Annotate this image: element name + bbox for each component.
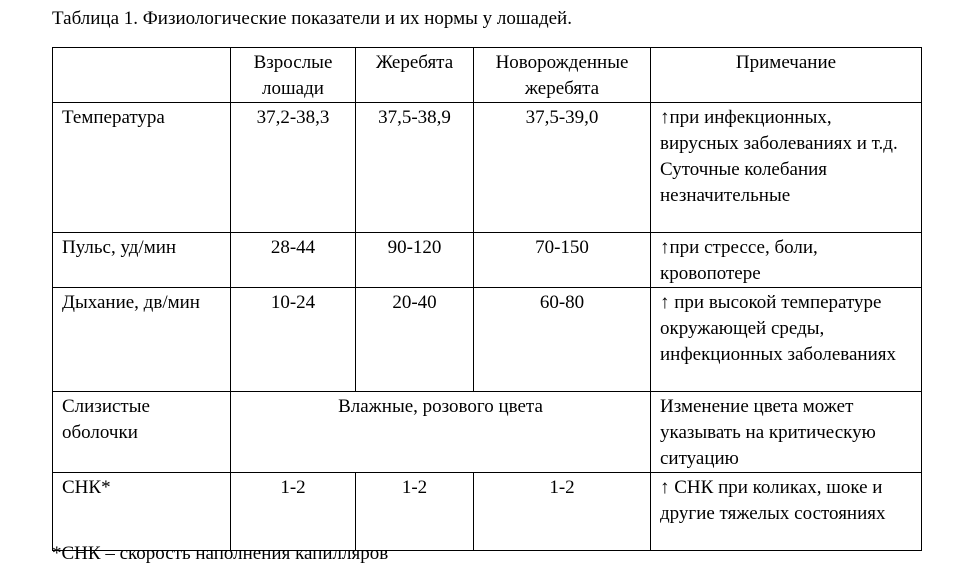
value-cell: 37,2-38,3: [230, 102, 356, 233]
table-title: Таблица 1. Физиологические показатели и …: [52, 8, 572, 29]
header-row: Взрослые лошади Жеребята Новорожденные жер…: [52, 47, 922, 103]
note-text: ↑ СНК при коликах, шоке и другие тяжелых…: [660, 477, 886, 524]
value-cell: 70-150: [473, 232, 651, 288]
table-row: Пульс, уд/мин 28-44 90-120 70-150 ↑при стрес…: [52, 232, 922, 288]
footnote: *СНК – скорость наполнения капилляров: [52, 543, 389, 564]
table: Взрослые лошади Жеребята Новорожденные жер…: [52, 47, 922, 551]
value-cell: 1-2: [473, 472, 651, 551]
note-cell: ↑при инфекционных, вирусных заболеваниях…: [650, 102, 922, 233]
value-cell: 90-120: [355, 232, 474, 288]
header-cell: [52, 47, 231, 103]
value-cell: 1-2: [230, 472, 356, 551]
value-cell: 37,5-38,9: [355, 102, 474, 233]
note-cell: ↑ при высокой температуре окружающей сре…: [650, 287, 922, 392]
row-label: Температура: [52, 102, 231, 233]
header-cell: Взрослые лошади: [230, 47, 356, 103]
table-row: Дыхание, дв/мин 10-24 20-40 60-80 ↑ при высо…: [52, 287, 922, 392]
row-label: Пульс, уд/мин: [52, 232, 231, 288]
value-cell: 20-40: [355, 287, 474, 392]
note-cell: ↑при стрессе, боли, кровопотере: [650, 232, 922, 288]
value-cell: 60-80: [473, 287, 651, 392]
row-label: Дыхание, дв/мин: [52, 287, 231, 392]
header-cell: Жеребята: [355, 47, 474, 103]
value-cell: 28-44: [230, 232, 356, 288]
table-row: Слизистые оболочки Влажные, розового цвет…: [52, 391, 922, 473]
value-cell: 37,5-39,0: [473, 102, 651, 233]
note-cell: ↑ СНК при коликах, шоке и другие тяжелых…: [650, 472, 922, 551]
value-cell: Влажные, розового цвета: [230, 391, 651, 473]
table-row: СНК* 1-2 1-2 1-2 ↑ СНК при коликах, шоке и д…: [52, 472, 922, 551]
note-text: ↑при инфекционных, вирусных заболеваниях…: [660, 107, 898, 154]
note-text: Суточные колебания незначительные: [660, 159, 828, 206]
note-text: Изменение цвета может указывать на крити…: [660, 396, 876, 469]
note-cell: Изменение цвета может указывать на крити…: [650, 391, 922, 473]
row-label: Слизистые оболочки: [52, 391, 231, 473]
header-cell: Примечание: [650, 47, 922, 103]
table-row: Температура 37,2-38,3 37,5-38,9 37,5-39,0 ↑п…: [52, 102, 922, 233]
note-text: ↑ при высокой температуре окружающей сре…: [660, 292, 896, 365]
note-text: ↑при стрессе, боли, кровопотере: [660, 237, 818, 284]
header-cell: Новорожденные жеребята: [473, 47, 651, 103]
row-label: СНК*: [52, 472, 231, 551]
value-cell: 10-24: [230, 287, 356, 392]
value-cell: 1-2: [355, 472, 474, 551]
